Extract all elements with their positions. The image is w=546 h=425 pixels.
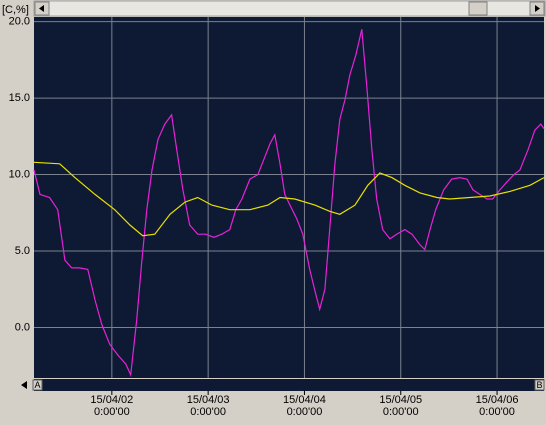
x-tick-label: 15/04/02 [90, 394, 133, 406]
plot-area [34, 17, 544, 378]
x-tick-label: 15/04/06 [476, 394, 519, 406]
marker-b[interactable] [534, 379, 545, 391]
marker-label: B [536, 380, 542, 390]
y-tick-label: 10.0 [9, 168, 30, 180]
arrow-icon [39, 5, 44, 12]
x-tick-sublabel: 0:00'00 [94, 406, 130, 418]
x-tick-label: 15/04/03 [187, 394, 230, 406]
y-tick-label: 15.0 [9, 92, 30, 104]
top-scrollbar[interactable] [33, 0, 546, 17]
arrow-icon [21, 381, 27, 389]
arrow-icon [535, 5, 540, 12]
y-tick-label: 0.0 [15, 321, 30, 333]
x-tick-sublabel: 0:00'00 [383, 406, 419, 418]
series-line [33, 161, 545, 237]
marker-label: A [34, 380, 40, 390]
scroll-thumb[interactable] [468, 1, 488, 16]
bottom-bar [34, 379, 544, 391]
x-tick-sublabel: 0:00'00 [190, 406, 226, 418]
x-tick-sublabel: 0:00'00 [287, 406, 323, 418]
y-unit-label: [C,%] [2, 4, 29, 16]
x-tick-label: 15/04/05 [379, 394, 422, 406]
y-tick-label: 20.0 [9, 15, 30, 27]
marker-a[interactable] [32, 379, 43, 391]
series-line [33, 29, 545, 378]
y-tick-label: 5.0 [15, 245, 30, 257]
x-tick-label: 15/04/04 [283, 394, 326, 406]
x-tick-sublabel: 0:00'00 [479, 406, 515, 418]
